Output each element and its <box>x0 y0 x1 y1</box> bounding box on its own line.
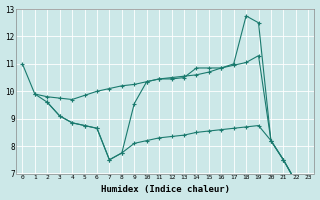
X-axis label: Humidex (Indice chaleur): Humidex (Indice chaleur) <box>101 185 230 194</box>
